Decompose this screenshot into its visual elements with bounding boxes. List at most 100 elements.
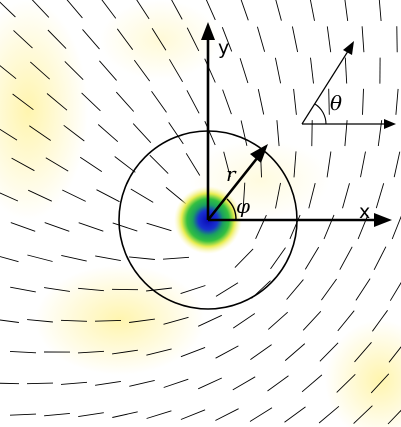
director-segment [309, 0, 315, 21]
director-segment [82, 29, 100, 50]
director-segment [275, 182, 281, 209]
director-segment [387, 409, 401, 425]
director-segment [234, 248, 254, 268]
director-segment [96, 189, 120, 203]
director-segment [146, 222, 172, 232]
director-segment [30, 61, 50, 80]
director-segment [9, 413, 37, 416]
director-segment [240, 120, 248, 146]
theta-inset [301, 41, 396, 129]
director-segment [0, 382, 20, 385]
director-segment [168, 122, 184, 145]
director-segment [270, 247, 286, 270]
director-segment [326, 26, 332, 53]
director-segment [268, 311, 288, 330]
director-segment [223, 151, 231, 178]
director-segment [9, 350, 37, 354]
director-segment [47, 29, 67, 49]
director-segment [116, 28, 134, 50]
director-segment [10, 222, 36, 232]
director-segment [222, 89, 232, 115]
director-segment [94, 319, 122, 322]
director-segment [204, 121, 216, 146]
director-segment [276, 120, 280, 147]
director-segment [336, 373, 356, 393]
director-segment [44, 222, 70, 232]
director-segment [169, 59, 183, 83]
director-segment [60, 381, 88, 385]
director-segment [95, 380, 121, 386]
director-segment [302, 310, 322, 331]
director-segment [12, 93, 34, 111]
director-segment [149, 154, 169, 174]
director-segment [0, 128, 18, 141]
director-segment [389, 282, 401, 301]
director-segment [151, 91, 167, 113]
director-segment [388, 346, 401, 363]
director-segment [77, 350, 105, 354]
director-segment [26, 382, 54, 385]
director-segment [185, 153, 201, 176]
director-segment [353, 405, 373, 424]
director-segment [354, 342, 372, 363]
director-segment [101, 0, 117, 19]
director-segment [257, 89, 265, 115]
director-segment [99, 60, 117, 81]
director-segment [29, 125, 51, 141]
director-segment [232, 376, 256, 391]
director-segment [180, 346, 206, 358]
director-segment [78, 222, 104, 232]
director-segment [180, 285, 206, 295]
director-segment [391, 215, 401, 240]
director-segment [129, 256, 155, 260]
director-segment [328, 88, 330, 115]
director-segment [81, 92, 101, 112]
director-segment [27, 254, 53, 262]
director-segment [61, 254, 87, 262]
director-segment [362, 88, 364, 115]
director-segment [64, 61, 84, 81]
azimuth-label: φ [236, 194, 250, 218]
director-segment [62, 189, 86, 202]
director-segment [232, 313, 256, 329]
director-segment [293, 151, 297, 178]
director-segment [97, 124, 119, 143]
director-segment [395, 88, 399, 115]
director-segment [186, 27, 200, 52]
director-segment [221, 27, 233, 52]
director-segment [45, 157, 69, 172]
azimuth-arc [226, 198, 237, 221]
director-segment [215, 345, 239, 359]
director-segment [205, 0, 216, 21]
director-segment [146, 287, 172, 292]
director-segment [339, 246, 353, 270]
director-segment [355, 278, 371, 301]
director-segment [318, 405, 340, 424]
director-segment [95, 255, 121, 262]
director-segment [162, 256, 190, 260]
director-segment [393, 151, 401, 178]
director-segment [78, 412, 104, 418]
director-segment [28, 189, 52, 202]
director-segment [171, 0, 183, 20]
director-segment [274, 57, 282, 84]
director-segment [10, 286, 36, 293]
y-axis-label: y [218, 37, 229, 59]
director-segment [310, 57, 314, 84]
director-segment [308, 182, 316, 209]
director-segment [132, 123, 152, 144]
director-segment [267, 375, 289, 392]
director-segment [0, 256, 19, 263]
director-segment [112, 222, 138, 232]
director-segment [44, 287, 70, 292]
director-segment [326, 151, 332, 178]
director-segment [130, 188, 154, 203]
director-segment [163, 316, 189, 325]
director-segment [215, 408, 239, 421]
director-segment [319, 342, 339, 362]
director-segment [146, 410, 172, 419]
director-segment [337, 310, 355, 332]
radius-vector [206, 144, 268, 221]
director-segment [115, 91, 135, 112]
